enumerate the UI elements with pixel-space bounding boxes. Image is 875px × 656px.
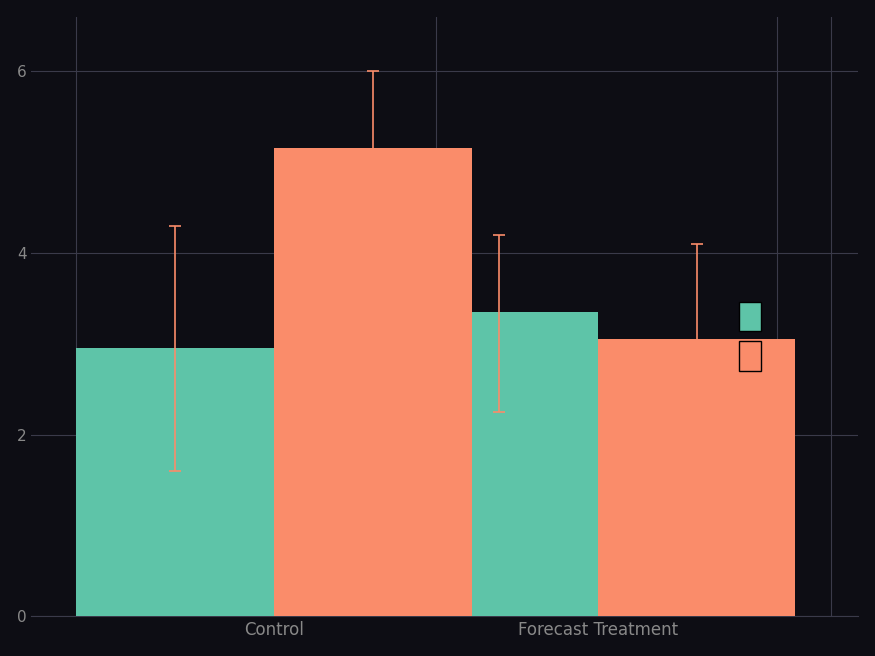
Bar (274, 148, 472, 617)
Bar (598, 339, 795, 617)
Bar (76, 348, 274, 617)
Bar (400, 312, 598, 617)
